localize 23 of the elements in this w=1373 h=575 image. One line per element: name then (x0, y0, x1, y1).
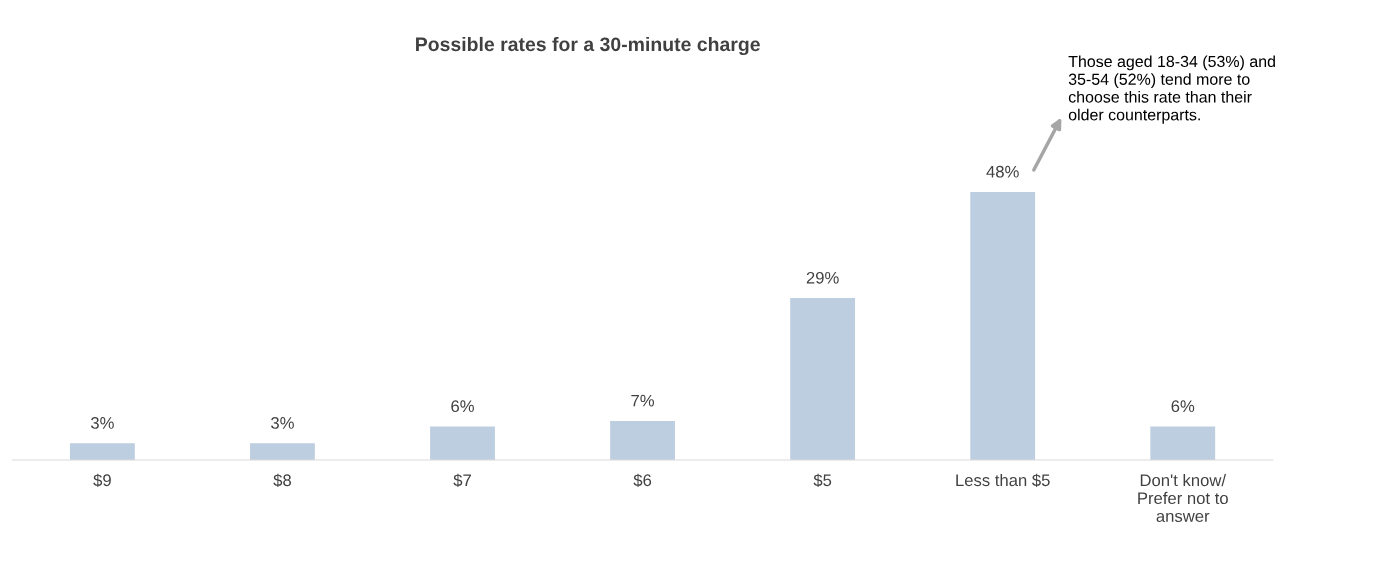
bar (1150, 426, 1216, 460)
data-label: 6% (1171, 400, 1195, 413)
data-label: 3% (271, 417, 294, 429)
x-tick-label: Don't know/ Prefer not to answer (1138, 473, 1228, 523)
x-tick-label: $6 (633, 473, 652, 488)
x-tick-label: $8 (273, 473, 291, 488)
data-label: 48% (986, 165, 1019, 178)
data-label: 3% (90, 417, 114, 429)
x-tick-label: $5 (813, 473, 832, 488)
data-label: 7% (631, 394, 655, 407)
chart-title: Possible rates for a 30-minute charge (416, 36, 760, 56)
bar (790, 298, 856, 460)
bar (610, 420, 675, 460)
data-label: 6% (451, 400, 474, 413)
text: Those aged 18-34 (53%) and 35-54 (52%) tend more to choose this rate than their older counterparts. (1068, 55, 1275, 124)
x-tick-label: $7 (453, 473, 471, 488)
bar (430, 426, 495, 460)
x-tick-label: Less than $5 (956, 473, 1050, 488)
bar (970, 192, 1036, 460)
x-tick-label: $9 (93, 473, 111, 488)
data-label: 29% (806, 271, 839, 284)
bar (69, 443, 135, 460)
bar (250, 443, 315, 460)
